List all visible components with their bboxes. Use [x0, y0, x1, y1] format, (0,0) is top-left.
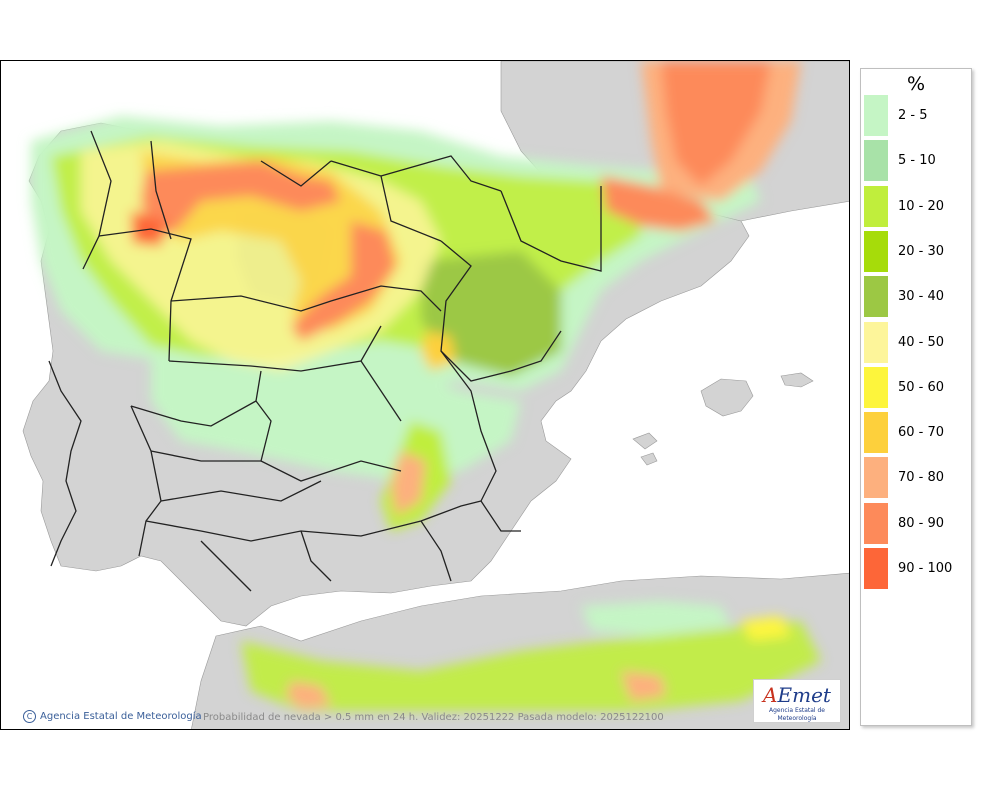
legend-label: 50 - 60	[898, 379, 945, 395]
legend-label: 80 - 90	[898, 515, 945, 531]
legend-label: 2 - 5	[898, 108, 928, 123]
legend-swatch	[864, 276, 888, 318]
legend-item: 5 - 10	[864, 140, 936, 182]
snow-probability-map: C Agencia Estatal de Meteorología Probab…	[0, 60, 850, 730]
legend-label: 40 - 50	[898, 334, 945, 350]
legend-item: 80 - 90	[864, 502, 945, 544]
legend-title: %	[906, 73, 926, 95]
legend-swatch	[864, 140, 888, 182]
aemet-logo-wordmark: AEmet	[763, 683, 831, 707]
legend-swatch	[864, 457, 888, 499]
legend-label: 10 - 20	[898, 198, 945, 214]
legend: % 2 - 5 5 - 10 10 - 20 20 - 30 30 - 40 40 - 5…	[860, 68, 972, 726]
legend-swatch	[864, 230, 888, 272]
agency-credit-text: Agencia Estatal de Meteorología	[40, 711, 202, 722]
legend-label: 5 - 10	[898, 153, 936, 169]
legend-item: 2 - 5	[864, 95, 928, 136]
legend-item: 40 - 50	[864, 321, 945, 363]
agency-credit: C Agencia Estatal de Meteorología	[23, 710, 202, 723]
legend-label: 70 - 80	[898, 470, 945, 486]
legend-item: 20 - 30	[864, 230, 945, 272]
legend-label: 60 - 70	[898, 425, 945, 441]
aemet-logo-subtitle: Agencia Estatal de Meteorología	[768, 707, 825, 722]
legend-label: 30 - 40	[898, 289, 945, 305]
copyright-icon: C	[23, 710, 36, 723]
legend-item: 30 - 40	[864, 276, 945, 318]
aemet-logo: AEmet Agencia Estatal de Meteorología	[753, 679, 841, 723]
map-caption: Probabilidad de nevada > 0.5 mm en 24 h.…	[203, 712, 664, 723]
legend-swatch	[864, 95, 888, 136]
map-canvas	[22, 61, 849, 729]
legend-swatch	[864, 366, 888, 408]
region-borders	[48, 130, 602, 592]
legend-swatch	[864, 185, 888, 227]
legend-item: 60 - 70	[864, 412, 945, 454]
legend-swatch	[864, 548, 888, 589]
legend-item: 90 - 100	[864, 548, 952, 589]
legend-item: 50 - 60	[864, 366, 945, 408]
legend-label: 20 - 30	[898, 243, 945, 259]
legend-swatch	[864, 412, 888, 454]
legend-swatch	[864, 321, 888, 363]
legend-item: 10 - 20	[864, 185, 945, 227]
legend-item: 70 - 80	[864, 457, 945, 499]
legend-swatch	[864, 502, 888, 544]
legend-label: 90 - 100	[898, 561, 953, 576]
